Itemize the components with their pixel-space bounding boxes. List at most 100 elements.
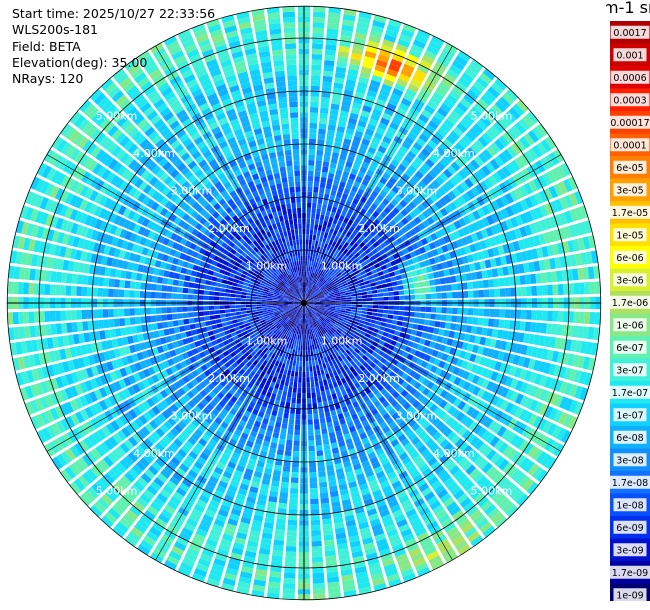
ray-gate: [220, 313, 226, 318]
ray-gate: [399, 295, 405, 300]
ray-gate: [412, 256, 419, 264]
ray-gate: [13, 326, 21, 340]
ray-gate: [394, 194, 402, 203]
ray-gate: [455, 81, 468, 92]
ray-gate: [265, 511, 276, 519]
ray-gate: [271, 327, 277, 332]
ray-gate: [372, 308, 378, 313]
ray-gate: [400, 97, 412, 107]
ray-gate: [405, 214, 413, 222]
ray-gate: [328, 322, 334, 327]
ray-gate: [320, 287, 326, 291]
ray-gate: [481, 462, 493, 474]
ray-gate: [391, 319, 398, 325]
ray-gate: [276, 513, 287, 520]
ray-gate: [91, 483, 104, 496]
ray-gate: [176, 536, 189, 547]
ray-gate: [391, 480, 402, 490]
ray-gate: [352, 198, 360, 205]
ray-gate: [259, 406, 267, 413]
ray-gate: [458, 441, 469, 452]
ray-gate: [290, 482, 299, 489]
ray-gate: [271, 437, 279, 444]
ray-gate: [357, 171, 365, 179]
ray-gate: [391, 412, 400, 421]
ray-gate: [447, 446, 457, 456]
ray-gate: [103, 455, 114, 468]
ray-gate: [285, 556, 296, 563]
ray-gate: [433, 190, 443, 200]
ray-gate: [279, 320, 285, 325]
ray-gate: [95, 479, 107, 492]
ray-gate: [459, 97, 472, 109]
ray-gate: [517, 263, 525, 274]
ray-gate: [249, 333, 256, 339]
ray-gate: [247, 435, 256, 443]
ray-gate: [524, 224, 533, 236]
ray-gate: [140, 316, 147, 324]
ray-gate: [406, 446, 417, 456]
ray-gate: [101, 362, 109, 373]
ray-gate: [522, 237, 531, 249]
ray-gate: [454, 539, 468, 551]
ray-gate: [418, 281, 425, 288]
ray-gate: [371, 25, 384, 34]
ray-gate: [249, 357, 256, 364]
ray-gate: [308, 266, 311, 272]
ray-gate: [289, 314, 294, 319]
ray-gate: [359, 358, 366, 365]
ray-gate: [542, 420, 553, 434]
ray-gate: [352, 267, 359, 273]
ray-gate: [333, 277, 339, 282]
ray-gate: [322, 321, 327, 326]
ray-gate: [327, 576, 340, 583]
ray-gate: [306, 266, 309, 272]
ray-gate: [36, 367, 45, 380]
ray-gate: [217, 425, 226, 434]
ray-gate: [410, 469, 421, 479]
ray-gate: [323, 333, 328, 339]
ray-gate: [123, 455, 134, 467]
ray-gate: [119, 496, 131, 508]
ray-gate: [275, 523, 286, 531]
ray-gate: [431, 213, 440, 222]
ray-gate: [331, 206, 338, 213]
ray-gate: [346, 524, 358, 533]
ray-gate: [428, 169, 438, 179]
ray-gate: [211, 471, 221, 480]
ray-gate: [322, 438, 330, 445]
ray-gate: [286, 439, 293, 446]
ray-gate: [203, 386, 212, 394]
ray-gate: [256, 323, 262, 328]
ray-gate: [441, 292, 447, 299]
ray-gate: [383, 34, 397, 43]
ray-gate: [508, 107, 521, 120]
ray-gate: [281, 346, 286, 352]
ray-gate: [308, 323, 311, 329]
ray-gate: [290, 327, 294, 333]
ray-gate: [308, 250, 311, 256]
ray-gate: [466, 189, 476, 200]
ray-gate: [457, 307, 463, 315]
ray-gate: [485, 162, 496, 173]
ray-gate: [531, 310, 538, 321]
ray-gate: [368, 355, 376, 362]
ray-gate: [310, 96, 320, 103]
ray-gate: [473, 290, 479, 298]
ray-gate: [361, 291, 367, 296]
ray-gate: [398, 494, 410, 504]
ray-gate: [341, 321, 347, 326]
ray-gate: [340, 105, 350, 113]
ray-gate: [444, 345, 452, 354]
ray-gate: [83, 490, 96, 503]
ray-gate: [399, 199, 408, 208]
ray-gate: [436, 161, 446, 171]
ray-gate: [311, 256, 315, 262]
ray-gate: [321, 322, 326, 328]
ray-gate: [323, 291, 329, 295]
ray-gate: [155, 392, 164, 402]
ray-gate: [167, 358, 175, 367]
ray-gate: [519, 226, 528, 238]
ray-gate: [368, 164, 377, 173]
ray-gate: [430, 286, 436, 293]
